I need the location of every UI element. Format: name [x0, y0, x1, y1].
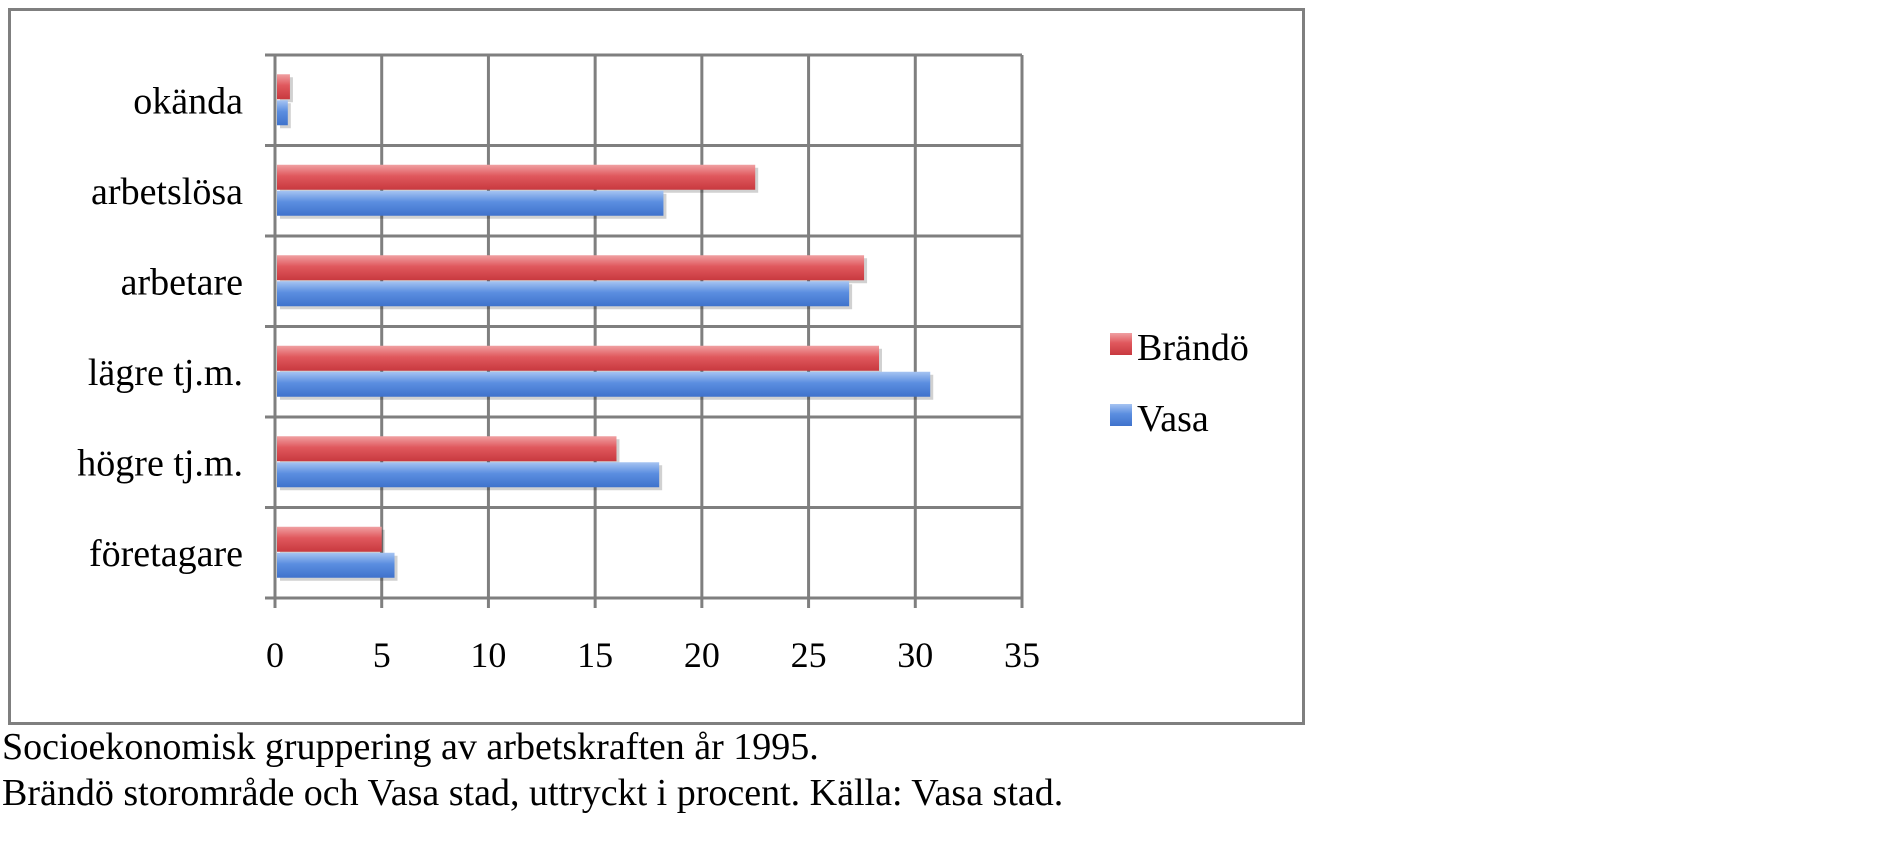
chart-frame: 0 5 10 15 20 25 30 35 företagare högre tj.m. lägre… — [8, 8, 1305, 725]
legend-label-vasa: Vasa — [1137, 398, 1209, 440]
bar-brando — [277, 526, 382, 552]
bar-vasa — [277, 190, 664, 216]
category-label: företagare — [89, 533, 243, 575]
category-label: arbetslösa — [91, 171, 243, 213]
bar-vasa — [277, 552, 395, 578]
legend-swatch-brando — [1110, 333, 1132, 355]
legend-label-brando: Brändö — [1137, 327, 1249, 369]
legend-swatch-vasa — [1110, 404, 1132, 426]
bar-brando — [277, 74, 290, 100]
bar-brando — [277, 164, 756, 190]
x-tick-label: 5 — [373, 635, 391, 675]
bar-vasa — [277, 371, 931, 397]
x-tick-label: 10 — [470, 635, 506, 675]
x-tick-label: 20 — [684, 635, 720, 675]
category-label: okända — [133, 80, 243, 122]
x-tick-label: 25 — [791, 635, 827, 675]
category-label: lägre tj.m. — [88, 352, 243, 394]
bar-vasa — [277, 281, 850, 307]
bar-brando — [277, 436, 617, 462]
bar-brando — [277, 345, 880, 371]
category-label: högre tj.m. — [77, 442, 243, 484]
bar-chart: 0 5 10 15 20 25 30 35 företagare högre tj.m. lägre… — [77, 53, 1249, 675]
x-tick-label: 0 — [266, 635, 284, 675]
x-tick-label: 15 — [577, 635, 613, 675]
category-label: arbetare — [121, 261, 243, 303]
caption-title: Socioekonomisk gruppering av arbetskraft… — [2, 726, 819, 768]
x-tick-label: 35 — [1004, 635, 1040, 675]
bar-vasa — [277, 462, 660, 488]
caption-source: Brändö storområde och Vasa stad, uttryck… — [2, 772, 1064, 814]
x-tick-label: 30 — [897, 635, 933, 675]
bar-brando — [277, 255, 865, 281]
bar-vasa — [277, 100, 288, 126]
